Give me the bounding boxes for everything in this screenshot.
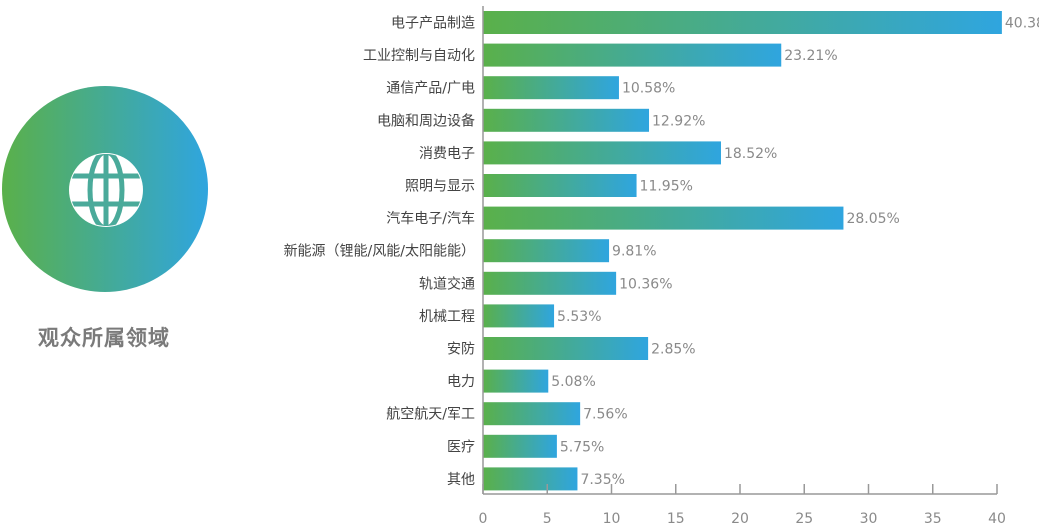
- globe-icon: [69, 153, 143, 227]
- bar: [483, 206, 844, 230]
- bar: [483, 43, 782, 67]
- category-label: 医疗: [447, 439, 475, 455]
- bar: [483, 402, 581, 426]
- data-label: 12.92%: [652, 113, 705, 129]
- x-tick-label: 0: [479, 511, 488, 527]
- x-tick-label: 35: [924, 511, 942, 527]
- bar: [483, 11, 1002, 34]
- data-label: 2.85%: [651, 342, 695, 358]
- category-label: 新能源（锂能/风能/太阳能能）: [284, 244, 475, 260]
- bar: [483, 108, 650, 132]
- data-label: 5.53%: [557, 309, 601, 325]
- bar: [483, 304, 555, 328]
- category-label: 其他: [447, 472, 475, 488]
- category-label: 照明与显示: [405, 179, 475, 195]
- x-tick-label: 20: [731, 511, 749, 527]
- data-label: 18.52%: [724, 146, 777, 162]
- data-label: 28.05%: [846, 211, 899, 227]
- x-tick-label: 15: [667, 511, 685, 527]
- bar: [483, 76, 619, 100]
- bar: [483, 337, 649, 360]
- panel-title: 观众所属领域: [38, 326, 170, 350]
- category-label: 机械工程: [419, 309, 475, 325]
- x-tick-label: 30: [860, 511, 878, 527]
- data-label: 10.58%: [622, 81, 675, 97]
- category-label: 航空航天/军工: [386, 407, 475, 423]
- category-label: 电力: [447, 374, 475, 390]
- bar: [483, 467, 578, 491]
- x-tick-label: 10: [603, 511, 621, 527]
- category-label: 工业控制与自动化: [363, 48, 475, 64]
- data-label: 5.08%: [551, 374, 595, 390]
- data-label: 10.36%: [619, 276, 672, 292]
- data-label: 7.56%: [583, 407, 627, 423]
- data-label: 11.95%: [640, 179, 693, 195]
- x-tick-label: 25: [795, 511, 813, 527]
- category-label: 电脑和周边设备: [377, 112, 475, 129]
- category-label: 消费电子: [419, 146, 475, 162]
- data-label: 9.81%: [612, 244, 656, 260]
- category-label: 电子产品制造: [391, 16, 475, 32]
- data-label: 40.38%: [1005, 16, 1039, 32]
- bar: [483, 141, 721, 165]
- category-label: 安防: [447, 342, 475, 358]
- x-tick-label: 40: [988, 511, 1006, 527]
- data-label: 7.35%: [580, 472, 624, 488]
- bar: [483, 271, 617, 295]
- category-label: 通信产品/广电: [386, 81, 475, 97]
- bar: [483, 174, 637, 197]
- data-label: 5.75%: [560, 439, 604, 455]
- globe-badge: [2, 86, 208, 292]
- category-label: 汽车电子/汽车: [386, 210, 475, 227]
- bar: [483, 434, 557, 458]
- data-label: 23.21%: [784, 48, 837, 64]
- category-label: 轨道交通: [419, 275, 475, 292]
- bar: [483, 239, 610, 263]
- x-tick-label: 5: [543, 511, 552, 527]
- bar: [483, 369, 549, 393]
